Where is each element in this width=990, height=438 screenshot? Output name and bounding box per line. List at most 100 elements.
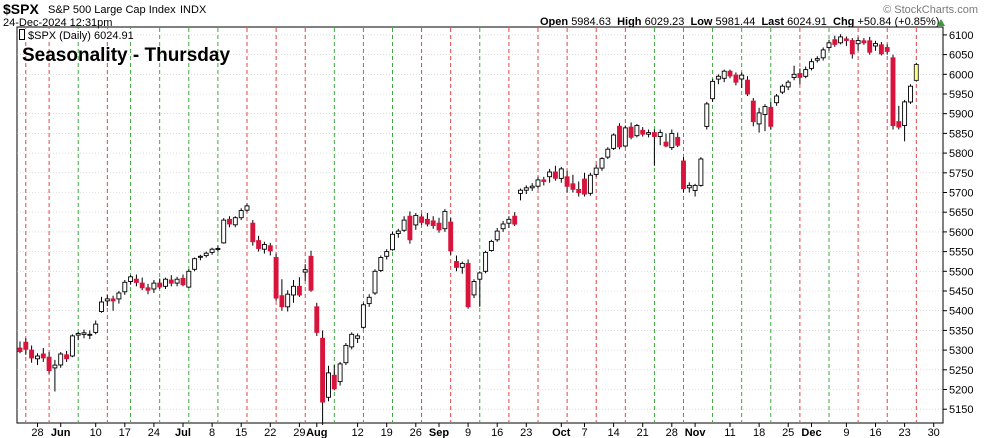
candle-body — [215, 248, 221, 250]
candle-body — [541, 179, 547, 182]
candle-body — [349, 333, 355, 348]
candle-body — [227, 218, 232, 225]
y-tick-label: 6100 — [949, 30, 973, 42]
candle-body — [599, 158, 605, 169]
candle-body — [884, 47, 890, 52]
candle-body — [116, 292, 122, 300]
candle-body — [552, 171, 558, 179]
x-tick-label: 12 — [351, 427, 363, 438]
candle-body — [17, 347, 23, 353]
x-tick-label: 19 — [381, 427, 393, 438]
x-tick-label: 25 — [782, 427, 794, 438]
candle-body — [913, 64, 919, 81]
candle-body — [133, 278, 139, 283]
candle-body — [890, 57, 896, 127]
candle-body — [547, 171, 553, 178]
candle-body — [832, 39, 838, 45]
y-tick-label: 6050 — [949, 50, 973, 62]
candle-body — [843, 38, 849, 41]
chart-title: Seasonality - Thursday — [22, 45, 231, 66]
candle-body — [52, 364, 58, 369]
candle-body — [873, 43, 878, 47]
candle-body — [500, 223, 506, 230]
candle-body — [419, 216, 425, 223]
candle-body — [762, 106, 768, 115]
candle-body — [745, 79, 750, 95]
ohlc-readout: Open 5984.63 High 6029.23 Low 5981.44 La… — [540, 16, 939, 28]
thursday-markers — [25, 28, 917, 422]
candle-body — [221, 219, 227, 244]
candle-body — [617, 125, 622, 148]
candle-body — [308, 255, 314, 291]
candle-body — [646, 132, 652, 135]
candle-body — [168, 279, 174, 284]
candle-body — [261, 244, 267, 250]
candle-body — [145, 287, 151, 291]
candle-body — [785, 81, 791, 88]
candle-body — [896, 121, 902, 128]
candle-body — [733, 74, 739, 83]
candle-body — [424, 218, 430, 225]
candle-body — [238, 210, 244, 219]
index-name: S&P 500 Large Cap Index — [48, 4, 176, 16]
low-value: 5981.44 — [715, 16, 756, 28]
x-tick-label: 17 — [119, 427, 131, 438]
candle-body — [692, 184, 698, 191]
candle-body — [442, 210, 448, 230]
high-label: High — [617, 16, 642, 28]
candle-body — [529, 185, 535, 189]
candle-body — [174, 278, 180, 284]
candle-body — [582, 178, 587, 195]
chg-label: Chg — [833, 16, 855, 28]
candle-body — [430, 220, 436, 227]
y-tick-label: 5150 — [949, 404, 973, 416]
candle-body — [355, 335, 361, 339]
last-value: 6024.91 — [787, 16, 827, 28]
candle-body — [675, 136, 681, 146]
x-tick-label: 15 — [235, 427, 247, 438]
y-tick-label: 6000 — [949, 69, 973, 81]
symbol-label: $SPX — [3, 1, 39, 17]
candle-body — [157, 282, 163, 288]
candle-body — [390, 233, 395, 251]
x-tick-label: 28 — [666, 427, 678, 438]
date-label: 24-Dec-2024 12:31pm — [3, 17, 113, 29]
candle-body — [593, 167, 599, 175]
candle-body — [878, 44, 884, 55]
candle-body — [40, 353, 46, 359]
candle-body — [628, 126, 634, 138]
candle-body — [110, 298, 116, 302]
candle-body — [151, 282, 157, 290]
candle-body — [291, 285, 296, 296]
y-tick-label: 5650 — [949, 207, 973, 219]
candle-body — [809, 61, 814, 69]
candle-body — [163, 278, 168, 287]
candle-body — [58, 353, 64, 366]
x-tick-label: 9 — [465, 427, 471, 438]
candle-body — [715, 75, 721, 80]
x-tick-label: Sep — [429, 427, 449, 438]
candle-body — [203, 252, 209, 257]
y-tick-label: 5850 — [949, 128, 973, 140]
candle-body — [81, 332, 87, 335]
candle-body — [605, 148, 611, 158]
candle-body — [314, 306, 320, 333]
candle-body — [640, 129, 646, 135]
exchange-label: INDX — [180, 4, 207, 16]
candle-body — [35, 355, 40, 360]
y-tick-label: 5200 — [949, 385, 973, 397]
x-tick-label: 23 — [520, 427, 532, 438]
candle-body — [506, 218, 512, 224]
x-tick-label: 26 — [410, 427, 422, 438]
candle-body — [267, 245, 273, 252]
candle-body — [861, 40, 867, 44]
candle-body — [413, 214, 419, 226]
y-tick-label: 5800 — [949, 148, 973, 160]
candle-body — [867, 40, 873, 53]
candle-body — [29, 349, 35, 359]
candle-body — [564, 176, 570, 187]
candle-body — [855, 40, 861, 45]
candle-body — [122, 281, 128, 293]
candle-body — [727, 70, 733, 77]
